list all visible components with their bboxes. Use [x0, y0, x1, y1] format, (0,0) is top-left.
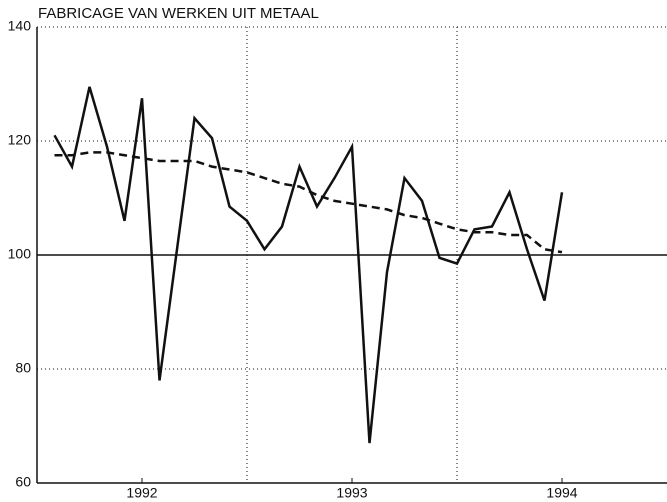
y-tick-label: 120	[8, 132, 32, 148]
y-tick-label: 80	[15, 360, 31, 376]
y-tick-label: 100	[8, 246, 32, 262]
data-line	[53, 86, 564, 444]
x-tick-label: 1994	[546, 485, 577, 501]
y-tick-label: 60	[15, 474, 31, 490]
x-tick-label: 1992	[126, 485, 157, 501]
y-tick-label: 140	[8, 18, 32, 34]
x-tick-label: 1993	[336, 485, 367, 501]
data-line	[54, 151, 563, 254]
chart-title: FABRICAGE VAN WERKEN UIT METAAL	[38, 5, 319, 22]
